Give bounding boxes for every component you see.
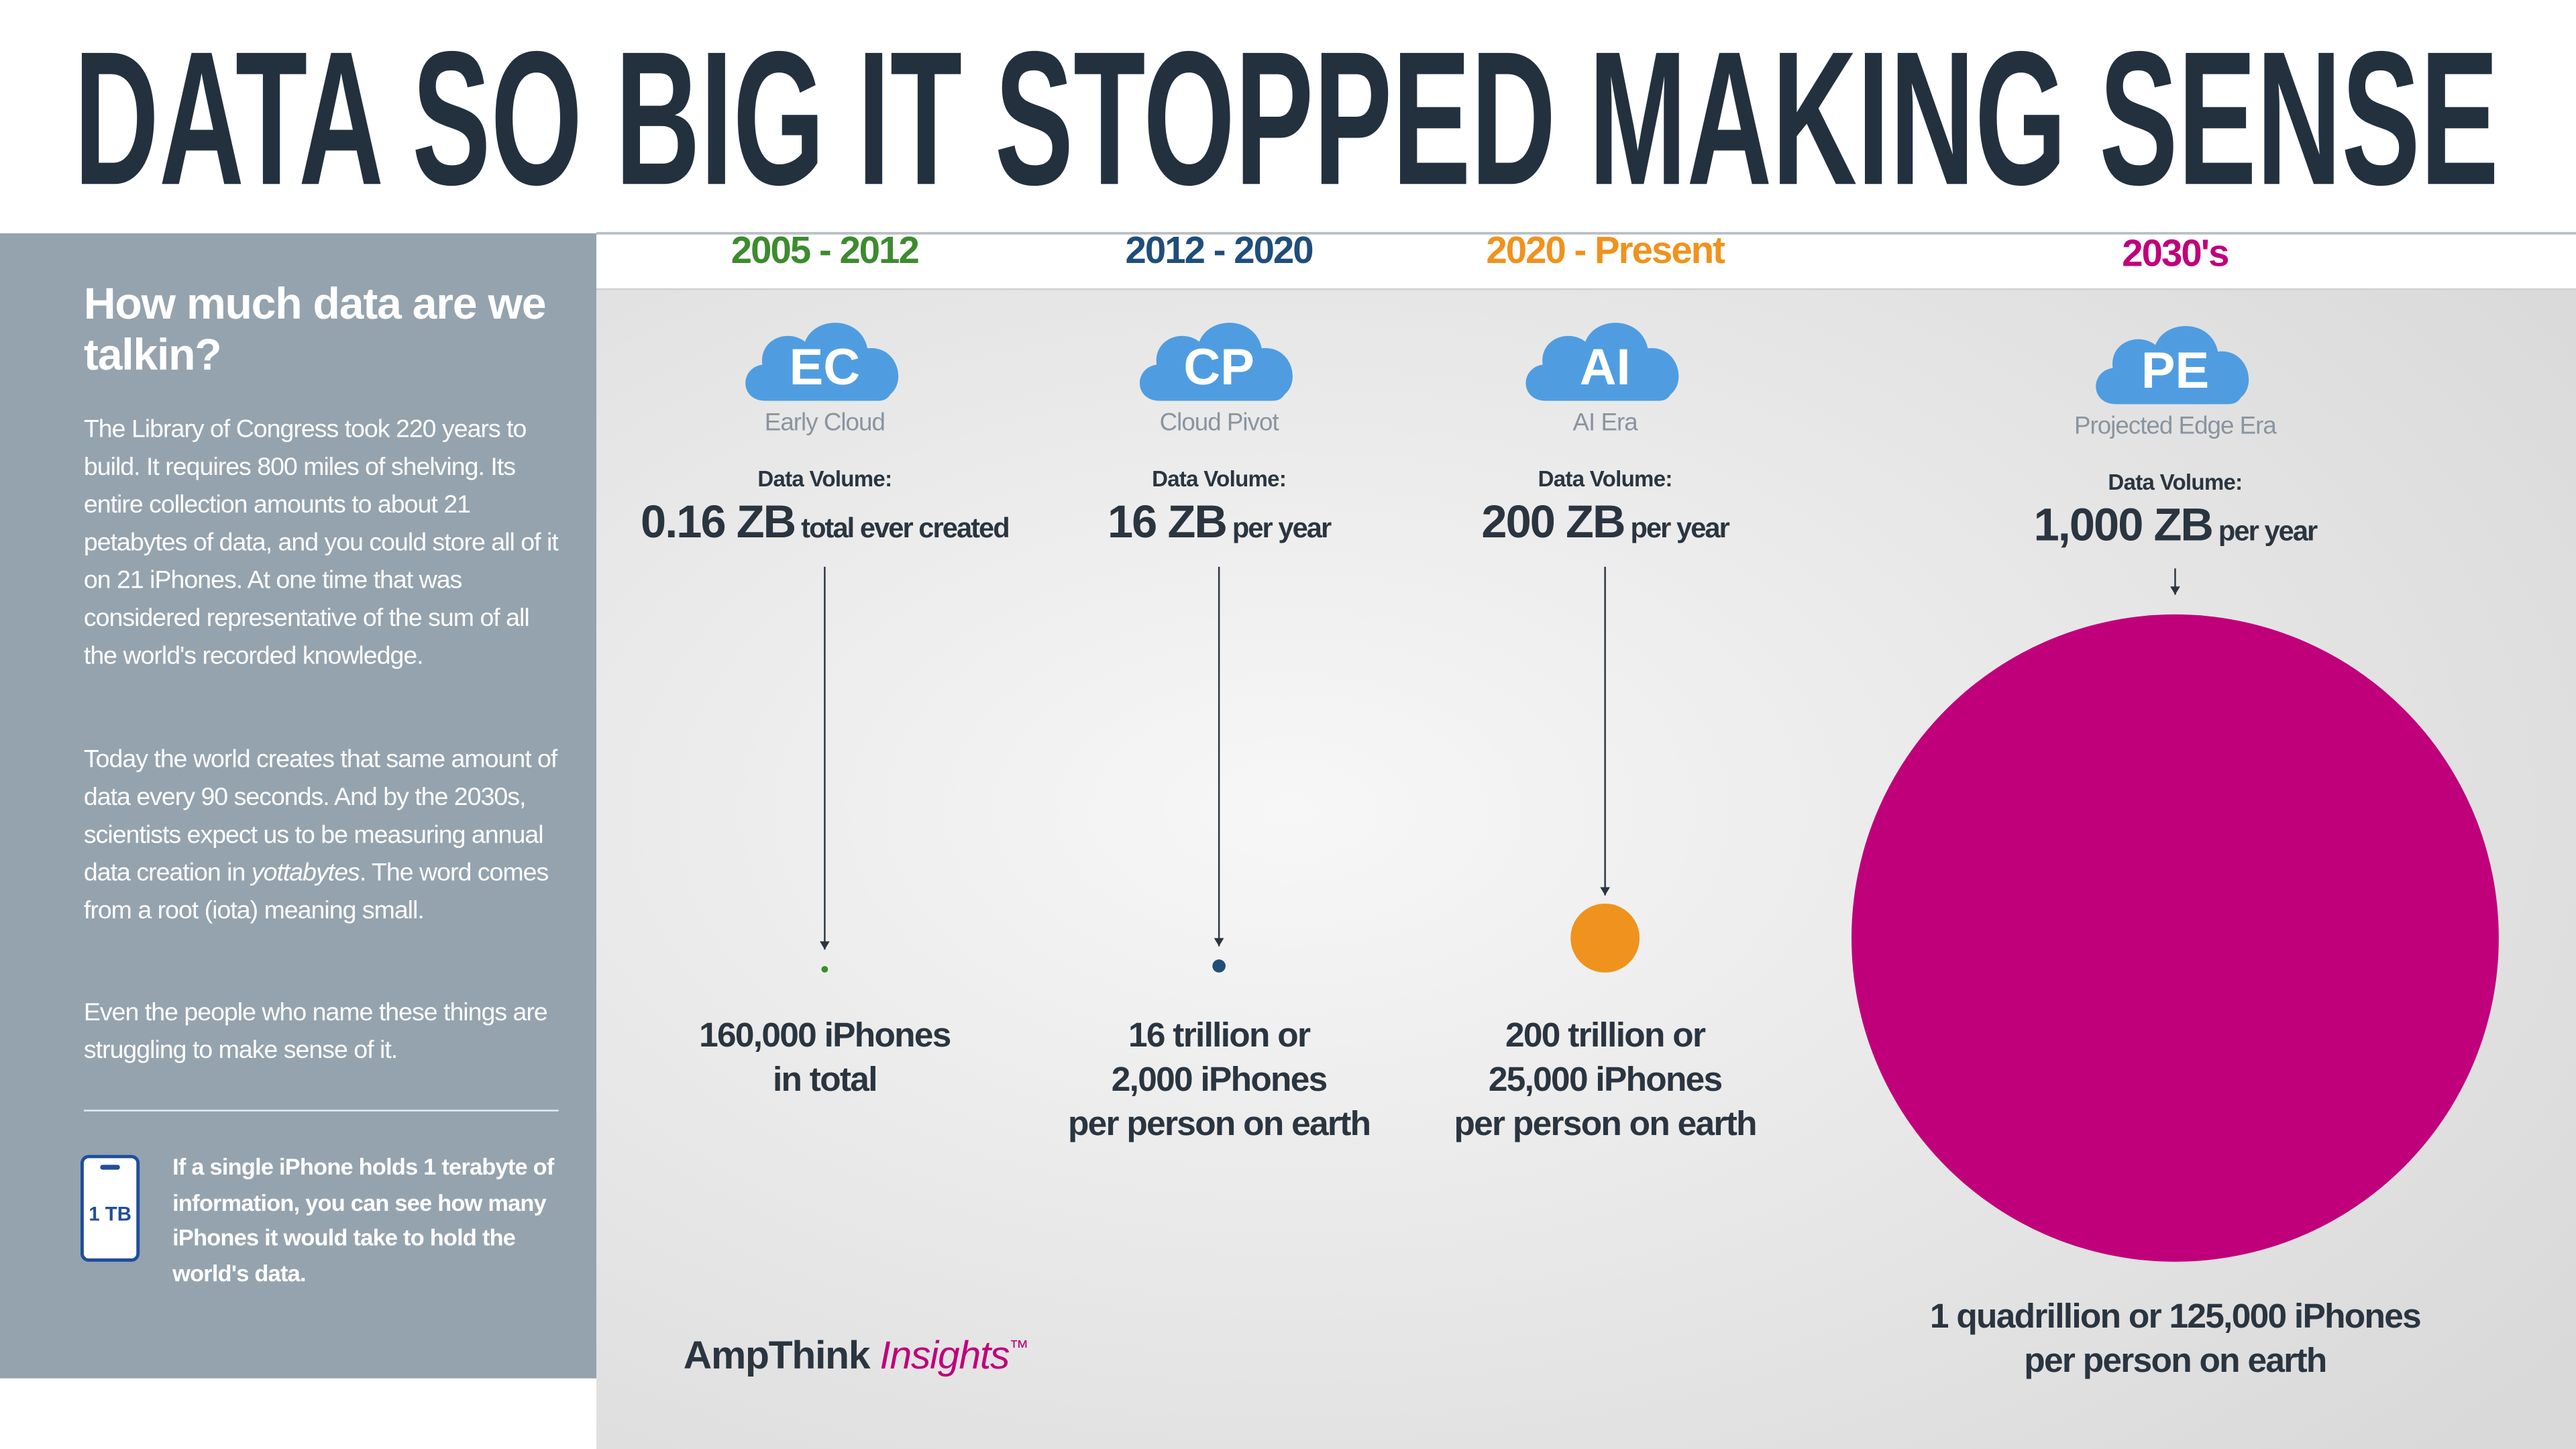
comparison-line: per person on earth <box>1454 1106 1757 1144</box>
volume-note: per year <box>1630 513 1729 544</box>
volume-value: 0.16 ZB <box>641 496 796 547</box>
dot <box>1851 614 2499 1262</box>
era: 2020 - Present AI Era Data Volume: 200 ZB p… <box>1309 0 1901 1449</box>
volume-value: 200 ZB <box>1481 496 1625 547</box>
arrow-head <box>1600 887 1611 896</box>
era-name: AI Era <box>1572 409 1638 437</box>
volume-note: per year <box>1232 513 1332 544</box>
era-name: Projected Edge Era <box>2074 412 2277 441</box>
volume-label: Data Volume: <box>1538 466 1673 492</box>
comparison-line: in total <box>772 1061 878 1099</box>
volume: 200 ZB per year <box>1309 496 1901 549</box>
title: DATA SO BIG IT STOPPED MAKING SENSE <box>74 12 2499 225</box>
volume-label: Data Volume: <box>2108 470 2243 495</box>
sidebar-note: If a single iPhone holds 1 terabyte of i… <box>172 1153 554 1286</box>
sidebar-paragraph: Today the world creates that same amount… <box>84 741 560 930</box>
brand-name: AmpThink <box>683 1334 871 1379</box>
phone-notch <box>100 1165 120 1170</box>
era-badge: EC <box>790 339 860 396</box>
paragraph-text: . The word comes from a root (iota) mean… <box>83 859 549 925</box>
arrow-head <box>820 941 830 950</box>
volume-value: 16 ZB <box>1107 496 1228 547</box>
era: 2030's Projected Edge Era Data Volume: 1,00… <box>1880 0 2471 1449</box>
volume: 16 ZB per year <box>923 496 1515 549</box>
sidebar-heading: How much data are we talkin? <box>83 279 547 380</box>
volume: 0.16 ZB total ever created <box>529 496 1121 549</box>
era-period: 2030's <box>2122 231 2229 274</box>
comparison-line: per person on earth <box>1067 1106 1371 1144</box>
era: 2012 - 2020 Cloud Pivot Data Volume: 16 ZB … <box>923 0 1515 1449</box>
era-badge: CP <box>1183 339 1254 396</box>
era-badge: PE <box>2141 342 2209 399</box>
era: 2005 - 2012 Early Cloud Data Volume: 0.16 Z… <box>529 0 1121 1449</box>
comparison-line: per person on earth <box>2024 1342 2327 1381</box>
era-badge: AI <box>1580 339 1631 396</box>
comparison-line: 200 trillion or <box>1505 1016 1706 1055</box>
era-period: 2012 - 2020 <box>1125 228 1314 272</box>
brand-mark: ™ <box>1009 1336 1028 1359</box>
era-name: Cloud Pivot <box>1159 409 1279 437</box>
dot <box>1570 903 1640 973</box>
icon-label: 1 TB <box>89 1203 131 1226</box>
paragraph-text: The Library of Congress took 220 years t… <box>83 415 559 671</box>
comparison-line: 2,000 iPhones <box>1111 1061 1328 1099</box>
dot <box>1212 959 1226 973</box>
dot <box>821 966 828 973</box>
comparison-line: 160,000 iPhones <box>699 1016 951 1055</box>
paragraph-text: Today the world creates that same amount… <box>83 745 557 888</box>
era-period: 2020 - Present <box>1486 228 1725 272</box>
comparison-line: 16 trillion or <box>1128 1016 1311 1055</box>
volume-label: Data Volume: <box>1152 466 1287 492</box>
volume-note: total ever created <box>801 513 1010 544</box>
arrow-head <box>2170 586 2180 595</box>
paragraph-text: Even the people who name these things ar… <box>83 998 548 1065</box>
sidebar-paragraph: The Library of Congress took 220 years t… <box>84 411 560 675</box>
phone-icon <box>80 1155 140 1262</box>
comparison-line: 25,000 iPhones <box>1488 1061 1723 1099</box>
volume-value: 1,000 ZB <box>2033 499 2214 551</box>
sidebar-paragraph: Even the people who name these things ar… <box>84 994 560 1070</box>
volume-note: per year <box>2218 515 2318 547</box>
brand-sub: Insights <box>879 1334 1010 1379</box>
arrow-head <box>1214 938 1224 947</box>
brand: AmpThink Insights™ <box>683 1334 1029 1381</box>
era-period: 2005 - 2012 <box>731 228 920 272</box>
volume-label: Data Volume: <box>757 466 892 492</box>
paragraph-text: yottabytes <box>251 859 360 888</box>
comparison-line: 1 quadrillion or 125,000 iPhones <box>1929 1297 2422 1336</box>
era-name: Early Cloud <box>764 409 885 437</box>
volume: 1,000 ZB per year <box>1880 499 2471 551</box>
era-graphics: EC CP AI PE <box>745 323 2499 1262</box>
